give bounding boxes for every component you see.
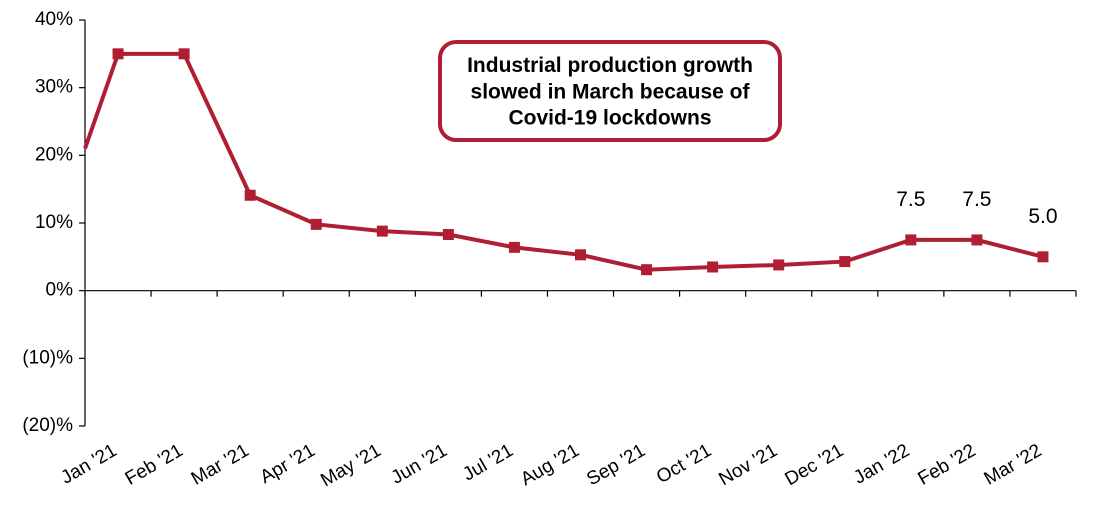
x-tick-label: Aug '21 [517, 440, 583, 490]
y-tick-label: (10)% [22, 347, 73, 368]
series-marker [708, 262, 718, 272]
series-marker [113, 49, 123, 59]
series-marker [906, 235, 916, 245]
x-tick-label: Mar '22 [981, 440, 1046, 490]
line-chart: (20)%(10)%0%10%20%30%40%Jan '21Feb '21Ma… [0, 0, 1106, 521]
annotation-text-line: Industrial production growth [467, 54, 753, 77]
series-marker [311, 219, 321, 229]
series-marker [972, 235, 982, 245]
x-tick-label: Mar '21 [188, 440, 253, 490]
chart-container: (20)%(10)%0%10%20%30%40%Jan '21Feb '21Ma… [0, 0, 1106, 521]
data-label: 7.5 [962, 188, 991, 211]
x-tick-label: Apr '21 [257, 440, 319, 488]
series-marker [509, 242, 519, 252]
x-tick-label: Jan '22 [850, 440, 913, 489]
series-marker [245, 190, 255, 200]
x-tick-label: Feb '21 [122, 440, 187, 490]
x-tick-label: Sep '21 [583, 440, 649, 490]
y-tick-label: 30% [35, 77, 73, 98]
series-marker [1038, 252, 1048, 262]
series-marker [774, 260, 784, 270]
annotation-text-line: Covid-19 lockdowns [508, 107, 711, 130]
series-marker [377, 226, 387, 236]
x-tick-label: May '21 [317, 440, 385, 491]
x-tick-label: Jun '21 [388, 440, 451, 489]
annotation-text-line: slowed in March because of [471, 80, 751, 103]
series-marker [576, 250, 586, 260]
y-tick-label: 10% [35, 212, 73, 233]
y-tick-label: 0% [46, 280, 74, 301]
x-tick-label: Jan '21 [57, 440, 120, 489]
series-marker [840, 257, 850, 267]
data-label: 7.5 [896, 188, 925, 211]
y-tick-label: 40% [35, 9, 73, 30]
y-tick-label: 20% [35, 144, 73, 165]
y-tick-label: (20)% [22, 415, 73, 436]
x-tick-label: Feb '22 [915, 440, 980, 490]
x-tick-label: Dec '21 [781, 440, 847, 490]
series-marker [642, 265, 652, 275]
x-tick-label: Nov '21 [715, 440, 781, 490]
series-marker [179, 49, 189, 59]
data-label: 5.0 [1028, 205, 1057, 228]
series-marker [443, 230, 453, 240]
x-tick-label: Jul '21 [459, 440, 517, 485]
x-tick-label: Oct '21 [653, 440, 715, 488]
